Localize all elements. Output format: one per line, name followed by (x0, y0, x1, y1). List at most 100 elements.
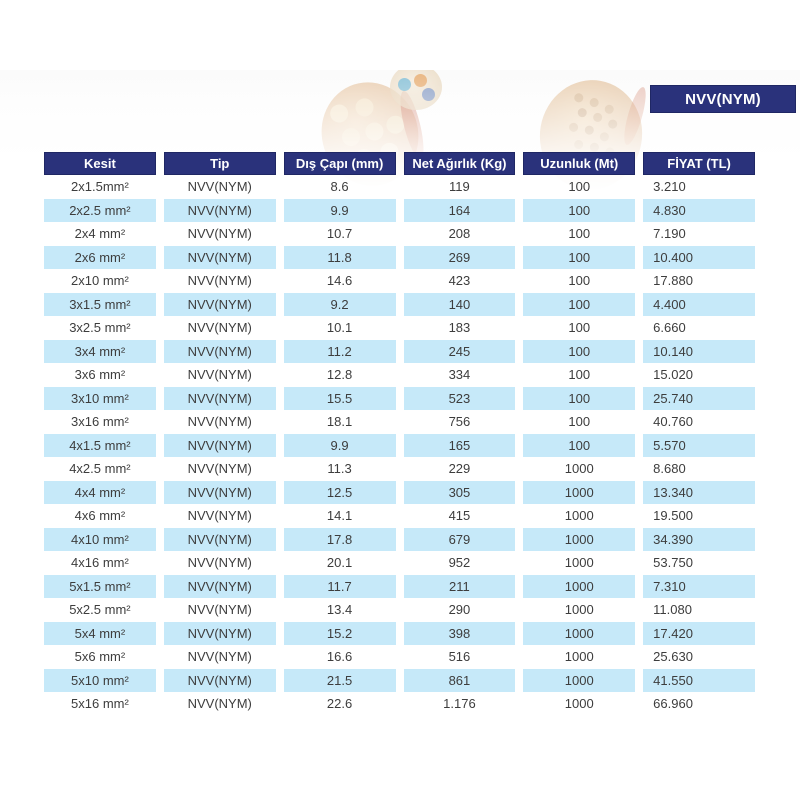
table-cell: 8.6 (330, 179, 349, 195)
table-cell: 2x4 mm² (74, 226, 126, 242)
table-cell: 1000 (564, 555, 594, 571)
table-cell: 1000 (564, 508, 594, 524)
table-cell: 861 (403, 668, 516, 692)
table-cell: 952 (448, 555, 471, 571)
table-cell: 12.5 (283, 480, 396, 504)
table-cell: 5x6 mm² (74, 649, 126, 665)
table-cell: 4x2.5 mm² (69, 461, 131, 477)
table-cell: 5x16 mm² (71, 696, 129, 712)
table-row: 2x2.5 mm² NVV(NYM) 9.9 164 100 4.830 (44, 198, 755, 222)
table-cell: NVV(NYM) (187, 602, 252, 618)
table-cell: 679 (403, 527, 516, 551)
price-table: Kesit Tip Dış Çapı (mm) Net Ağırlık (Kg) Uzu… (44, 152, 755, 716)
table-cell: 25.630 (653, 649, 693, 665)
table-cell: 13.4 (326, 602, 353, 618)
table-row: 3x10 mm² NVV(NYM) 15.5 523 100 25.740 (44, 386, 755, 410)
table-cell: 3x16 mm² (71, 414, 129, 430)
table-cell: NVV(NYM) (187, 367, 252, 383)
table-cell: 100 (523, 386, 636, 410)
table-cell: 10.1 (326, 320, 353, 336)
table-cell: 305 (403, 480, 516, 504)
table-cell: 22.6 (326, 696, 353, 712)
table-row: 5x6 mm² NVV(NYM) 16.6 516 1000 25.630 (44, 645, 755, 669)
table-cell: 100 (523, 198, 636, 222)
table-cell: 11.080 (653, 602, 692, 618)
table-cell: 334 (448, 367, 471, 383)
table-cell: NVV(NYM) (187, 273, 252, 289)
table-cell: 1000 (523, 574, 636, 598)
table-cell: 9.9 (283, 198, 396, 222)
table-cell: NVV(NYM) (163, 339, 276, 363)
table-cell: NVV(NYM) (187, 320, 252, 336)
table-cell: 2x1.5mm² (71, 179, 129, 195)
table-cell: 100 (568, 367, 591, 383)
table-row: 2x6 mm² NVV(NYM) 11.8 269 100 10.400 (44, 245, 755, 269)
table-cell: 16.6 (326, 649, 353, 665)
table-cell: 5x2.5 mm² (69, 602, 131, 618)
table-cell: 1000 (523, 527, 636, 551)
table-row: 4x2.5 mm² NVV(NYM) 11.3 229 1000 8.680 (44, 457, 755, 481)
table-cell: NVV(NYM) (163, 198, 276, 222)
table-cell: 523 (403, 386, 516, 410)
table-cell: 53.750 (653, 555, 693, 571)
table-cell: 17.880 (653, 273, 693, 289)
column-header: Kesit (44, 152, 156, 175)
table-cell: NVV(NYM) (163, 574, 276, 598)
table-row: 5x10 mm² NVV(NYM) 21.5 861 1000 41.550 (44, 668, 755, 692)
table-cell: 229 (448, 461, 471, 477)
table-cell: 14.6 (326, 273, 353, 289)
table-cell: 18.1 (326, 414, 353, 430)
table-cell: 756 (448, 414, 471, 430)
table-row: 5x16 mm² NVV(NYM) 22.6 1.176 1000 66.960 (44, 692, 755, 716)
table-row: 5x1.5 mm² NVV(NYM) 11.7 211 1000 7.310 (44, 574, 755, 598)
table-cell: NVV(NYM) (187, 461, 252, 477)
table-row: 3x4 mm² NVV(NYM) 11.2 245 100 10.140 (44, 339, 755, 363)
product-type-badge: NVV(NYM) (650, 85, 796, 113)
table-cell: 9.9 (283, 433, 396, 457)
table-cell: NVV(NYM) (187, 696, 252, 712)
table-row: 4x16 mm² NVV(NYM) 20.1 952 1000 53.750 (44, 551, 755, 575)
table-cell: 13.340 (643, 480, 755, 504)
table-cell: 10.400 (643, 245, 755, 269)
table-cell: 9.2 (283, 292, 396, 316)
table-cell: 3x10 mm² (44, 386, 156, 410)
table-cell: 1000 (564, 649, 594, 665)
table-cell: 1000 (523, 621, 636, 645)
column-header: Dış Çapı (mm) (283, 152, 396, 175)
table-cell: NVV(NYM) (163, 480, 276, 504)
table-cell: 1000 (564, 602, 594, 618)
table-cell: NVV(NYM) (163, 433, 276, 457)
table-cell: 3x2.5 mm² (69, 320, 131, 336)
table-body: 2x1.5mm² NVV(NYM) 8.6 119 100 3.210 2x2.5 mm² N… (44, 175, 755, 716)
table-cell: 1000 (523, 668, 636, 692)
table-cell: 3x4 mm² (44, 339, 156, 363)
table-cell: 1000 (564, 461, 594, 477)
table-cell: 5.570 (643, 433, 755, 457)
table-cell: 12.8 (326, 367, 353, 383)
table-cell: 100 (568, 414, 591, 430)
table-cell: 11.2 (283, 339, 396, 363)
table-row: 2x1.5mm² NVV(NYM) 8.6 119 100 3.210 (44, 175, 755, 199)
table-cell: 4.830 (643, 198, 755, 222)
table-cell: 5x10 mm² (44, 668, 156, 692)
table-row: 4x1.5 mm² NVV(NYM) 9.9 165 100 5.570 (44, 433, 755, 457)
table-cell: 3.210 (653, 179, 686, 195)
table-cell: 17.8 (283, 527, 396, 551)
table-cell: 7.190 (653, 226, 686, 242)
column-header: FİYAT (TL) (643, 152, 755, 175)
table-header-row: Kesit Tip Dış Çapı (mm) Net Ağırlık (Kg) Uzu… (44, 152, 755, 175)
table-cell: 245 (403, 339, 516, 363)
table-row: 3x1.5 mm² NVV(NYM) 9.2 140 100 4.400 (44, 292, 755, 316)
table-row: 5x2.5 mm² NVV(NYM) 13.4 290 1000 11.080 (44, 598, 755, 622)
table-cell: NVV(NYM) (187, 649, 252, 665)
table-cell: 19.500 (653, 508, 693, 524)
table-cell: NVV(NYM) (163, 292, 276, 316)
table-cell: 15.5 (283, 386, 396, 410)
table-cell: 40.760 (653, 414, 693, 430)
column-header: Net Ağırlık (Kg) (403, 152, 516, 175)
table-cell: 1000 (523, 480, 636, 504)
table-cell: 17.420 (643, 621, 755, 645)
table-cell: 4x10 mm² (44, 527, 156, 551)
table-cell: NVV(NYM) (187, 508, 252, 524)
